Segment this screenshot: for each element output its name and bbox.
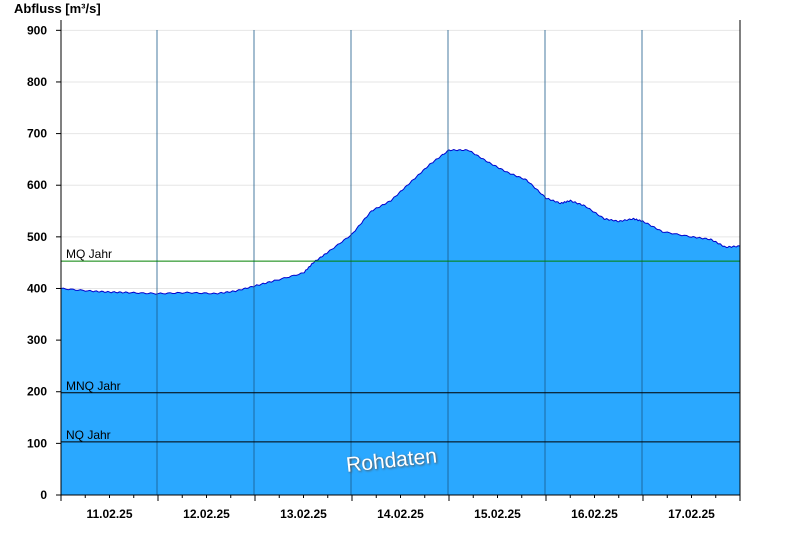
- y-tick-label-700: 700: [27, 127, 47, 141]
- y-tick-label-100: 100: [27, 436, 47, 450]
- discharge-area: [61, 149, 740, 495]
- y-tick-label-200: 200: [27, 385, 47, 399]
- y-tick-label-800: 800: [27, 75, 47, 89]
- x-tick-label-6: 17.02.25: [668, 507, 715, 521]
- y-tick-label-900: 900: [27, 23, 47, 37]
- discharge-line: [60, 148, 741, 295]
- y-tick-label-400: 400: [27, 281, 47, 295]
- x-tick-label-4: 15.02.25: [474, 507, 521, 521]
- x-tick-label-3: 14.02.25: [377, 507, 424, 521]
- y-tick-label-300: 300: [27, 333, 47, 347]
- x-tick-label-5: 16.02.25: [571, 507, 618, 521]
- reference-label-0: MQ Jahr: [66, 247, 112, 261]
- x-tick-label-2: 13.02.25: [280, 507, 327, 521]
- y-tick-label-0: 0: [40, 488, 47, 502]
- reference-label-2: NQ Jahr: [66, 428, 111, 442]
- y-axis-title: Abfluss [m³/s]: [14, 1, 101, 16]
- x-tick-label-1: 12.02.25: [183, 507, 230, 521]
- y-tick-label-600: 600: [27, 178, 47, 192]
- y-tick-label-500: 500: [27, 230, 47, 244]
- x-tick-label-0: 11.02.25: [86, 507, 132, 521]
- reference-label-1: MNQ Jahr: [66, 379, 121, 393]
